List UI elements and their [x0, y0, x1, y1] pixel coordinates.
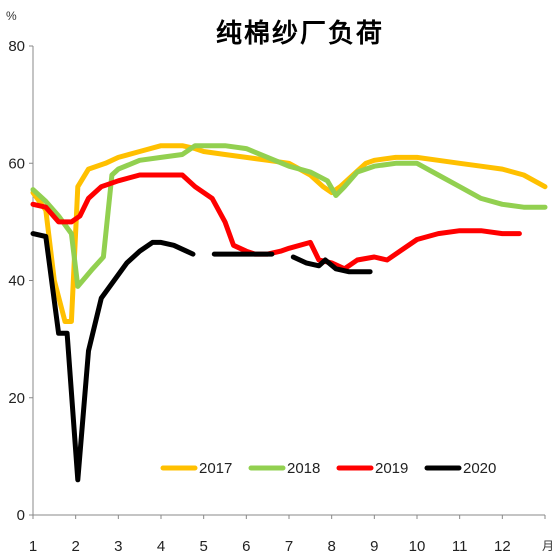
y-tick-label: 20	[8, 390, 25, 407]
series-layer	[30, 143, 548, 483]
series-line-2020	[30, 231, 196, 483]
y-tick-label: 40	[8, 273, 25, 290]
x-tick-label: 11	[452, 538, 468, 555]
x-tick-label: 8	[327, 538, 335, 555]
legend-label-2017: 2017	[199, 460, 232, 477]
legend-label-2018: 2018	[287, 460, 320, 477]
legend-label-2019: 2019	[375, 460, 408, 477]
series-line-2018	[30, 143, 548, 289]
x-tick-label: 9	[370, 538, 378, 555]
x-tick-label: 12	[494, 538, 511, 555]
x-tick-label: 3	[114, 538, 122, 555]
x-tick-label: 5	[199, 538, 207, 555]
x-axis-unit: 月	[542, 539, 553, 553]
y-tick-label: 60	[8, 155, 25, 172]
y-tick-label: 80	[8, 38, 25, 55]
x-tick-label: 7	[285, 538, 293, 555]
x-tick-label: 4	[157, 538, 165, 555]
y-axis-unit: %	[6, 9, 17, 23]
x-tick-label: 2	[71, 538, 79, 555]
y-tick-label: 0	[17, 507, 25, 524]
series-line-2020	[290, 254, 373, 275]
legend: 2017 2018 2019 2020	[160, 460, 496, 477]
x-tick-label: 1	[29, 538, 37, 555]
x-tick-label: 10	[409, 538, 426, 555]
chart-title: 纯棉纱厂负荷	[216, 18, 384, 49]
legend-label-2020: 2020	[463, 460, 496, 477]
series-line-2017	[30, 143, 548, 324]
x-tick-label: 6	[242, 538, 250, 555]
